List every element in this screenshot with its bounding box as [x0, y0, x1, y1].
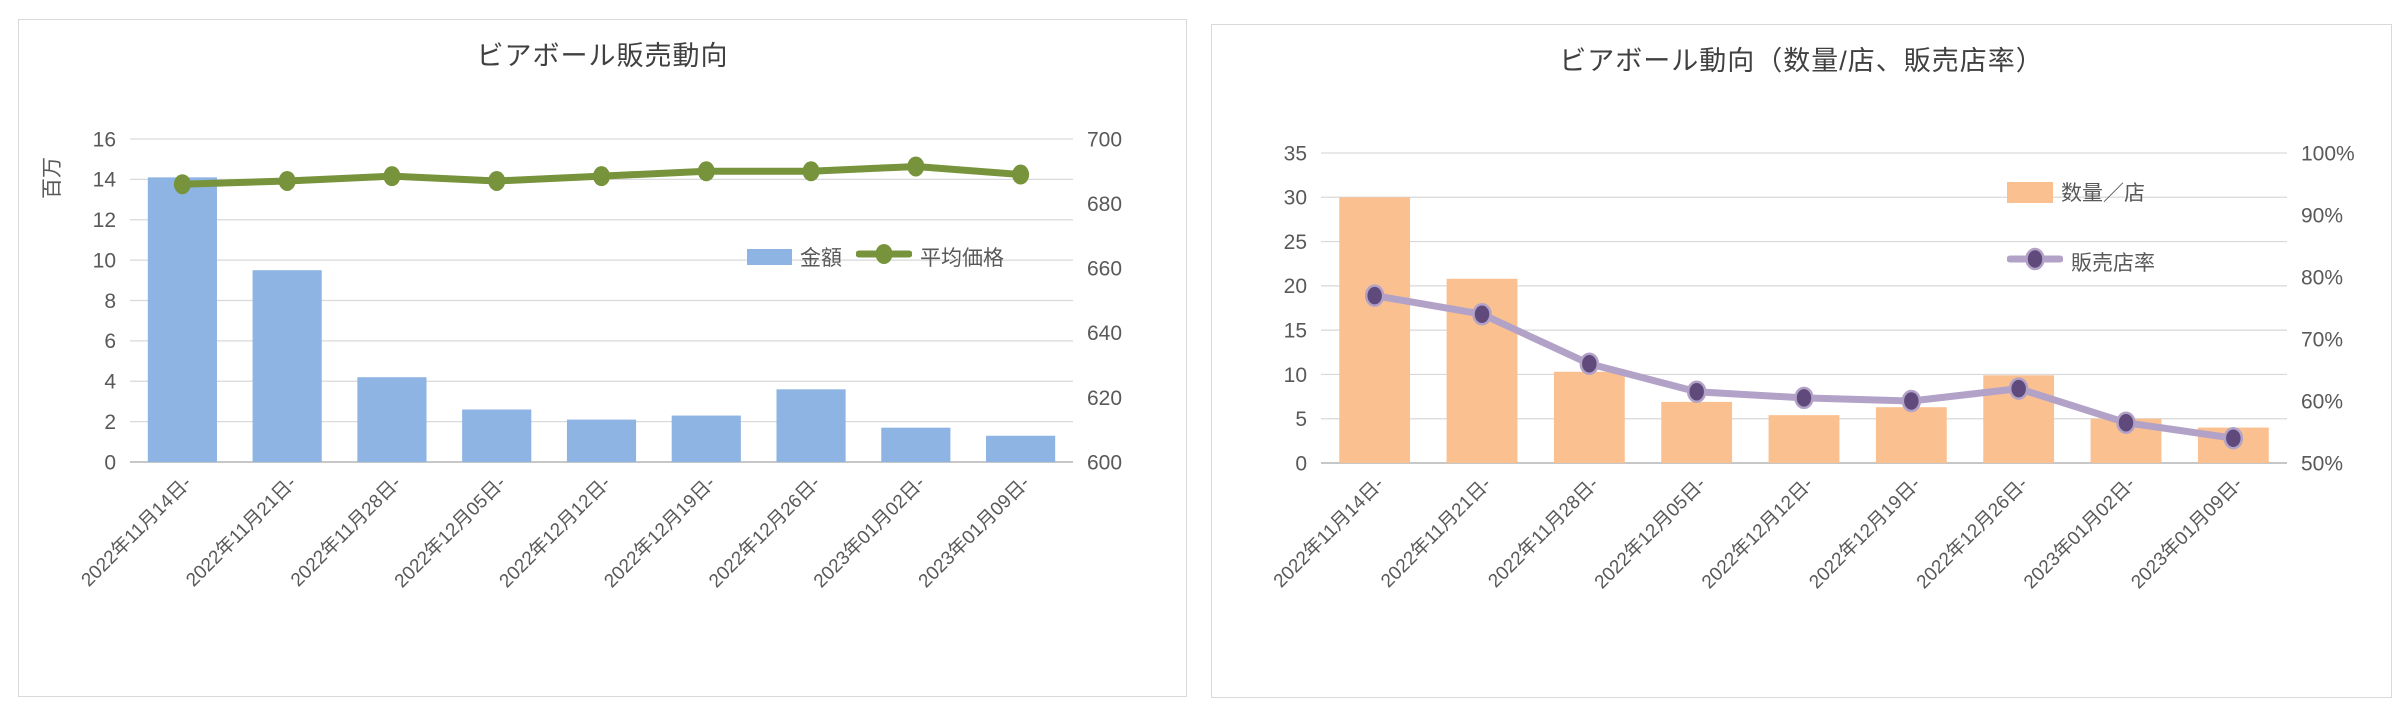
svg-text:700: 700 — [1087, 128, 1122, 151]
svg-text:12: 12 — [93, 209, 116, 232]
line-series — [173, 156, 1030, 195]
svg-text:2022年12月12日-: 2022年12月12日- — [495, 472, 615, 592]
svg-text:25: 25 — [1284, 231, 1307, 254]
svg-text:2022年12月05日-: 2022年12月05日- — [1590, 473, 1710, 593]
svg-text:2022年12月19日-: 2022年12月19日- — [1805, 473, 1925, 593]
svg-text:90%: 90% — [2301, 204, 2343, 227]
secondary-axis-ticks: 600 620 640 660 680 700 — [1087, 128, 1122, 474]
svg-text:2022年12月05日-: 2022年12月05日- — [390, 472, 510, 592]
legend-item-amount: 金額 — [747, 242, 842, 272]
legend-item-avg-price: 平均価格 — [855, 242, 1004, 272]
svg-text:2022年12月19日-: 2022年12月19日- — [600, 472, 720, 592]
secondary-axis-ticks: 50% 60% 70% 80% 90% 100% — [2301, 142, 2355, 475]
amount-series-swatch — [747, 249, 792, 265]
svg-text:660: 660 — [1087, 258, 1122, 281]
line-series — [1364, 284, 2244, 450]
svg-text:10: 10 — [93, 249, 116, 272]
svg-text:2023年01月09日-: 2023年01月09日- — [914, 472, 1034, 592]
svg-text:4: 4 — [104, 371, 116, 394]
svg-text:2022年11月21日-: 2022年11月21日- — [182, 472, 301, 591]
svg-text:0: 0 — [1295, 452, 1307, 475]
legend-item-qty-per-store: 数量／店 — [2007, 177, 2145, 207]
svg-text:2022年11月21日-: 2022年11月21日- — [1376, 473, 1495, 592]
primary-axis-ticks: 0 5 10 15 20 25 30 35 — [1284, 142, 1307, 475]
line-marker-glyph — [855, 244, 913, 264]
svg-text:6: 6 — [104, 330, 116, 353]
legend-item-store-rate: 販売店率 — [2006, 247, 2155, 277]
qty-per-store-series-label: 数量／店 — [2061, 182, 2145, 205]
per-store-plot: 0 5 10 15 20 25 30 35 50% 60% 70% 80% 90% 100% 2022年11… — [1269, 142, 2355, 593]
svg-text:2023年01月09日-: 2023年01月09日- — [2127, 473, 2247, 593]
svg-text:30: 30 — [1284, 187, 1307, 210]
svg-text:14: 14 — [93, 169, 117, 192]
per-store-chart-title: ビアボール動向（数量/店、販売店率） — [1559, 46, 2044, 76]
sales-trend-legend: 金額 平均価格 — [747, 242, 1004, 272]
svg-text:50%: 50% — [2301, 452, 2343, 475]
line-marker-glyph — [2006, 247, 2064, 271]
svg-text:620: 620 — [1087, 387, 1122, 410]
svg-text:640: 640 — [1087, 322, 1122, 345]
svg-text:2022年11月14日-: 2022年11月14日- — [1269, 473, 1388, 592]
svg-text:16: 16 — [93, 128, 116, 151]
sales-trend-chart-title: ビアボール販売動向 — [476, 41, 729, 71]
svg-text:100%: 100% — [2301, 142, 2355, 165]
svg-text:60%: 60% — [2301, 390, 2343, 413]
bar-series — [147, 177, 1056, 462]
sales-trend-chart-panel: 0 2 4 6 8 10 12 14 16 600 620 640 660 680 700 百万 2022年11… — [18, 19, 1187, 697]
avg-price-series-label: 平均価格 — [920, 247, 1004, 270]
svg-text:10: 10 — [1284, 364, 1307, 387]
per-store-legend: 数量／店 販売店率 — [2006, 177, 2155, 277]
primary-axis-title: 百万 — [41, 157, 64, 199]
svg-text:8: 8 — [104, 290, 116, 313]
amount-series-label: 金額 — [800, 247, 842, 270]
svg-text:5: 5 — [1295, 408, 1307, 431]
svg-text:15: 15 — [1284, 319, 1307, 342]
qty-per-store-series-swatch — [2007, 181, 2053, 203]
svg-text:600: 600 — [1087, 451, 1122, 474]
per-store-chart-panel: 0 5 10 15 20 25 30 35 50% 60% 70% 80% 90% 100% 2022年11… — [1211, 24, 2392, 698]
svg-text:2022年12月26日-: 2022年12月26日- — [1912, 473, 2032, 593]
svg-text:2: 2 — [104, 411, 116, 434]
svg-text:2022年12月12日-: 2022年12月12日- — [1697, 473, 1817, 593]
svg-text:2023年01月02日-: 2023年01月02日- — [809, 472, 929, 592]
category-axis-labels: 2022年11月14日-2022年11月21日-2022年11月28日-2022… — [77, 472, 1034, 592]
svg-text:0: 0 — [104, 451, 116, 474]
primary-axis-ticks: 0 2 4 6 8 10 12 14 16 — [93, 128, 117, 474]
svg-text:2022年12月26日-: 2022年12月26日- — [704, 472, 824, 592]
store-rate-series-label: 販売店率 — [2071, 252, 2155, 275]
svg-text:20: 20 — [1284, 275, 1307, 298]
svg-text:2022年11月28日-: 2022年11月28日- — [286, 472, 405, 591]
svg-text:680: 680 — [1087, 193, 1122, 216]
svg-text:70%: 70% — [2301, 328, 2343, 351]
svg-text:2022年11月14日-: 2022年11月14日- — [77, 472, 196, 591]
store-rate-series-swatch — [2006, 247, 2064, 277]
category-axis-labels: 2022年11月14日-2022年11月21日-2022年11月28日-2022… — [1269, 473, 2247, 593]
avg-price-series-swatch — [855, 242, 913, 272]
svg-text:80%: 80% — [2301, 266, 2343, 289]
sales-trend-plot: 0 2 4 6 8 10 12 14 16 600 620 640 660 680 700 百万 2022年11… — [41, 128, 1122, 592]
svg-text:2022年11月28日-: 2022年11月28日- — [1484, 473, 1603, 592]
svg-text:35: 35 — [1284, 142, 1307, 165]
svg-text:2023年01月02日-: 2023年01月02日- — [2019, 473, 2139, 593]
